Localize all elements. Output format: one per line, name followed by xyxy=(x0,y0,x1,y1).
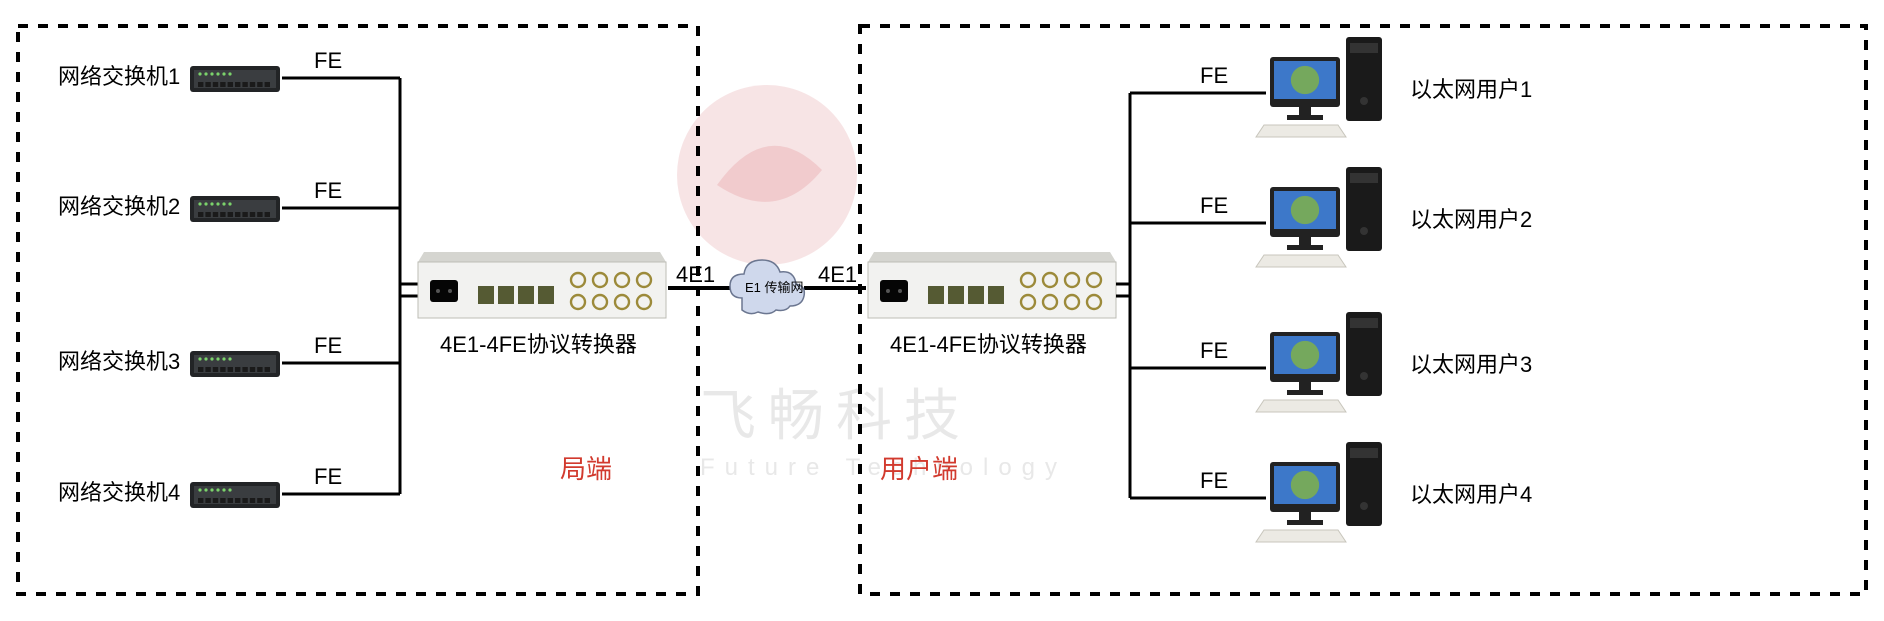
switch-icon xyxy=(190,196,280,222)
switch-label-4: 网络交换机4 xyxy=(58,480,180,505)
user-label-4: 以太网用户4 xyxy=(1410,482,1532,507)
user-label-1: 以太网用户1 xyxy=(1410,77,1532,102)
switch-label-2: 网络交换机2 xyxy=(58,194,180,219)
e1-label-right: 4E1 xyxy=(818,262,857,287)
watermark-main: 飞畅科技 xyxy=(700,384,972,447)
user-label-2: 以太网用户2 xyxy=(1410,207,1532,232)
switch-icon xyxy=(190,482,280,508)
switch-label-1: 网络交换机1 xyxy=(58,64,180,89)
pc-icon xyxy=(1256,312,1382,412)
switch-label-3: 网络交换机3 xyxy=(58,349,180,374)
converter-label-left: 4E1-4FE协议转换器 xyxy=(440,332,637,357)
switch-icon xyxy=(190,66,280,92)
switch-icon xyxy=(190,351,280,377)
converter-device xyxy=(868,252,1116,318)
fe-label-left-1: FE xyxy=(314,48,342,73)
pc-icon xyxy=(1256,37,1382,137)
converter-label-right: 4E1-4FE协议转换器 xyxy=(890,332,1087,357)
fe-label-left-2: FE xyxy=(314,178,342,203)
fe-label-right-1: FE xyxy=(1200,63,1228,88)
side-label-left: 局端 xyxy=(560,454,612,484)
side-label-right: 用户端 xyxy=(880,454,958,484)
fe-label-right-4: FE xyxy=(1200,468,1228,493)
e1-label-left: 4E1 xyxy=(676,262,715,287)
pc-icon xyxy=(1256,167,1382,267)
fe-label-left-3: FE xyxy=(314,333,342,358)
converter-device xyxy=(418,252,666,318)
pc-icon xyxy=(1256,442,1382,542)
cloud-label: E1 传输网 xyxy=(745,280,804,295)
fe-label-right-2: FE xyxy=(1200,193,1228,218)
fe-label-left-4: FE xyxy=(314,464,342,489)
fe-label-right-3: FE xyxy=(1200,338,1228,363)
user-label-3: 以太网用户3 xyxy=(1410,352,1532,377)
